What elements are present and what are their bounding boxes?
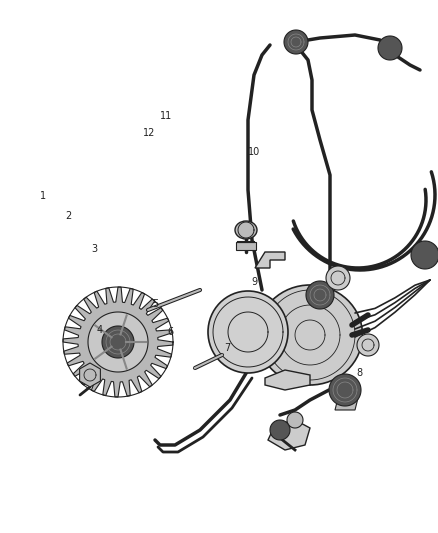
Text: 3: 3: [91, 245, 97, 254]
Text: 7: 7: [225, 343, 231, 352]
Polygon shape: [88, 312, 148, 372]
Polygon shape: [287, 412, 303, 428]
Text: 4: 4: [97, 326, 103, 335]
Polygon shape: [265, 370, 310, 390]
Polygon shape: [236, 242, 256, 250]
Polygon shape: [255, 252, 285, 268]
Text: 1: 1: [40, 191, 46, 201]
Polygon shape: [80, 363, 100, 387]
Text: 5: 5: [152, 299, 159, 309]
Ellipse shape: [235, 221, 257, 239]
Text: 8: 8: [356, 368, 362, 378]
Polygon shape: [335, 398, 358, 410]
Text: 9: 9: [251, 278, 257, 287]
Text: 10: 10: [248, 147, 260, 157]
Ellipse shape: [208, 291, 288, 373]
Polygon shape: [268, 420, 310, 450]
Polygon shape: [270, 420, 290, 440]
Polygon shape: [284, 30, 308, 54]
Ellipse shape: [258, 285, 363, 385]
Polygon shape: [329, 374, 361, 406]
Polygon shape: [102, 326, 134, 358]
Polygon shape: [357, 334, 379, 356]
Polygon shape: [63, 287, 173, 397]
Text: 11: 11: [160, 111, 173, 121]
Text: 6: 6: [168, 327, 174, 336]
Polygon shape: [326, 266, 350, 290]
Polygon shape: [378, 36, 402, 60]
Text: 2: 2: [65, 211, 71, 221]
Polygon shape: [411, 241, 438, 269]
Polygon shape: [306, 281, 334, 309]
Text: 12: 12: [143, 128, 155, 138]
